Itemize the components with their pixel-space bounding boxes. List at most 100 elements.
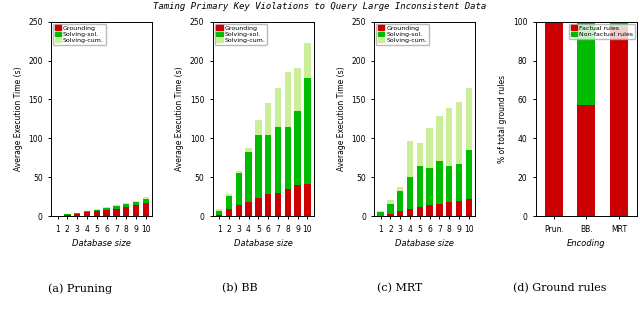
Bar (466, 199, 472, 216)
Bar (133, 201, 139, 202)
Bar (446, 108, 452, 167)
Bar (245, 202, 252, 216)
Text: (a) Pruning: (a) Pruning (48, 283, 112, 294)
Bar (216, 215, 222, 216)
Bar (275, 193, 281, 216)
Bar (245, 152, 252, 202)
Bar (133, 202, 139, 205)
Bar (236, 205, 242, 216)
Bar (64, 215, 70, 216)
Bar (255, 120, 262, 135)
Bar (294, 68, 301, 111)
Bar (456, 201, 462, 216)
Bar (143, 197, 149, 199)
Bar (133, 205, 139, 216)
Bar (275, 127, 281, 193)
Bar (407, 177, 413, 209)
Bar (446, 167, 452, 201)
Bar (245, 148, 252, 152)
Bar (104, 208, 110, 210)
Bar (74, 213, 81, 214)
Bar (417, 167, 423, 207)
Bar (407, 141, 413, 177)
X-axis label: Database size: Database size (72, 239, 131, 248)
Bar (378, 212, 384, 215)
Legend: Grounding, Solving-sol., Solving-cum.: Grounding, Solving-sol., Solving-cum. (53, 23, 106, 45)
Bar (84, 212, 90, 216)
Bar (436, 116, 443, 161)
Bar (255, 198, 262, 216)
Bar (93, 209, 100, 210)
Bar (426, 205, 433, 216)
Text: (b) BB: (b) BB (222, 283, 258, 294)
Bar (378, 215, 384, 216)
Y-axis label: Average Execution Time (s): Average Execution Time (s) (14, 67, 23, 171)
Bar (436, 204, 443, 216)
Bar (265, 104, 271, 134)
Bar (407, 209, 413, 216)
Bar (143, 203, 149, 216)
Bar (93, 211, 100, 216)
Bar (294, 185, 301, 216)
X-axis label: Encoding: Encoding (567, 239, 605, 248)
Bar (610, 28, 628, 216)
Bar (577, 105, 595, 216)
Bar (285, 189, 291, 216)
Legend: Factual rules, Non-factual rules: Factual rules, Non-factual rules (569, 23, 635, 39)
Bar (64, 214, 70, 215)
Bar (397, 191, 403, 211)
Bar (236, 173, 242, 205)
Text: Taming Primary Key Violations to Query Large Inconsistent Data: Taming Primary Key Violations to Query L… (154, 2, 486, 11)
Bar (84, 211, 90, 212)
X-axis label: Database size: Database size (396, 239, 454, 248)
Legend: Grounding, Solving-sol., Solving-cum.: Grounding, Solving-sol., Solving-cum. (376, 23, 429, 45)
Bar (113, 209, 120, 216)
Bar (93, 210, 100, 211)
Bar (143, 199, 149, 203)
Bar (417, 207, 423, 216)
Bar (387, 204, 394, 214)
Bar (545, 22, 563, 216)
Bar (304, 184, 310, 216)
Bar (216, 211, 222, 215)
Legend: Grounding, Solving-sol., Solving-cum.: Grounding, Solving-sol., Solving-cum. (214, 23, 268, 45)
Bar (275, 88, 281, 127)
Bar (226, 196, 232, 209)
Bar (123, 203, 129, 204)
X-axis label: Database size: Database size (234, 239, 292, 248)
Bar (104, 207, 110, 208)
Bar (577, 22, 595, 105)
Bar (265, 134, 271, 194)
Bar (304, 44, 310, 78)
Bar (426, 168, 433, 205)
Bar (387, 214, 394, 216)
Bar (294, 111, 301, 185)
Bar (113, 206, 120, 209)
Bar (255, 135, 262, 198)
Bar (387, 200, 394, 204)
Bar (426, 128, 433, 168)
Text: (d) Ground rules: (d) Ground rules (513, 283, 607, 294)
Bar (397, 188, 403, 191)
Bar (285, 127, 291, 189)
Bar (456, 102, 462, 164)
Bar (466, 88, 472, 150)
Bar (610, 22, 628, 28)
Bar (285, 72, 291, 127)
Bar (226, 209, 232, 216)
Y-axis label: % of total ground rules: % of total ground rules (499, 75, 508, 163)
Bar (456, 164, 462, 201)
Bar (304, 78, 310, 184)
Y-axis label: Average Execution Time (s): Average Execution Time (s) (175, 67, 184, 171)
Bar (446, 201, 452, 216)
Bar (378, 211, 384, 212)
Bar (113, 205, 120, 206)
Bar (226, 194, 232, 196)
Bar (417, 143, 423, 167)
Bar (436, 161, 443, 204)
Bar (74, 214, 81, 216)
Text: (c) MRT: (c) MRT (378, 283, 422, 294)
Bar (216, 209, 222, 211)
Bar (104, 210, 110, 216)
Y-axis label: Average Execution Time (s): Average Execution Time (s) (337, 67, 346, 171)
